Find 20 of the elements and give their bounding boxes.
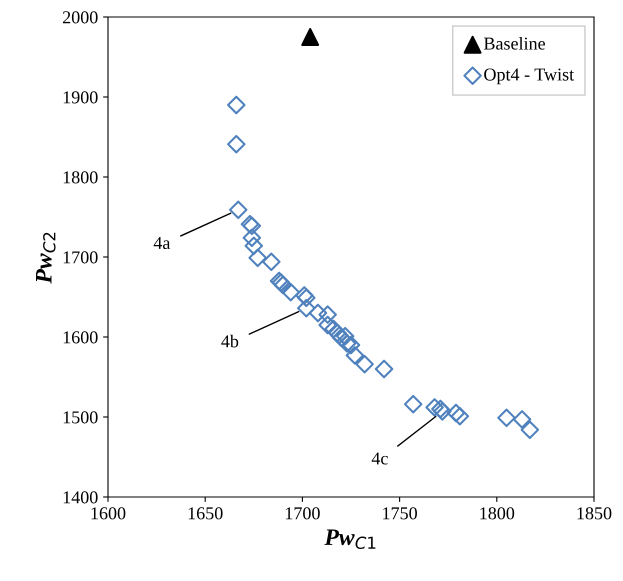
x-tick-label: 1850 xyxy=(578,507,612,520)
y-tick-label: 1800 xyxy=(64,171,98,184)
y-tick-label: 2000 xyxy=(62,11,98,24)
y-tick-label: 1900 xyxy=(64,91,98,104)
annotation: 4c xyxy=(372,452,388,465)
y-tick-label: 1500 xyxy=(64,411,98,424)
x-tick-label: 1700 xyxy=(286,507,320,520)
legend-label: Baseline xyxy=(484,36,545,50)
y-axis-title: Pw$_{C2}$ xyxy=(36,232,56,284)
y-tick-label: 1700 xyxy=(64,251,98,264)
y-tick-label: 1600 xyxy=(64,331,98,344)
x-axis-title: Pw$_{C1}$ xyxy=(324,529,376,550)
x-tick-label: 1650 xyxy=(188,507,223,520)
legend-label: Opt4 - Twist xyxy=(484,68,574,84)
x-tick-label: 1600 xyxy=(92,507,126,520)
annotation: 4a xyxy=(154,236,170,250)
annotation: 4b xyxy=(221,334,238,348)
x-tick-label: 1750 xyxy=(383,507,417,520)
x-tick-label: 1800 xyxy=(480,507,514,520)
y-tick-label: 1400 xyxy=(64,491,98,504)
